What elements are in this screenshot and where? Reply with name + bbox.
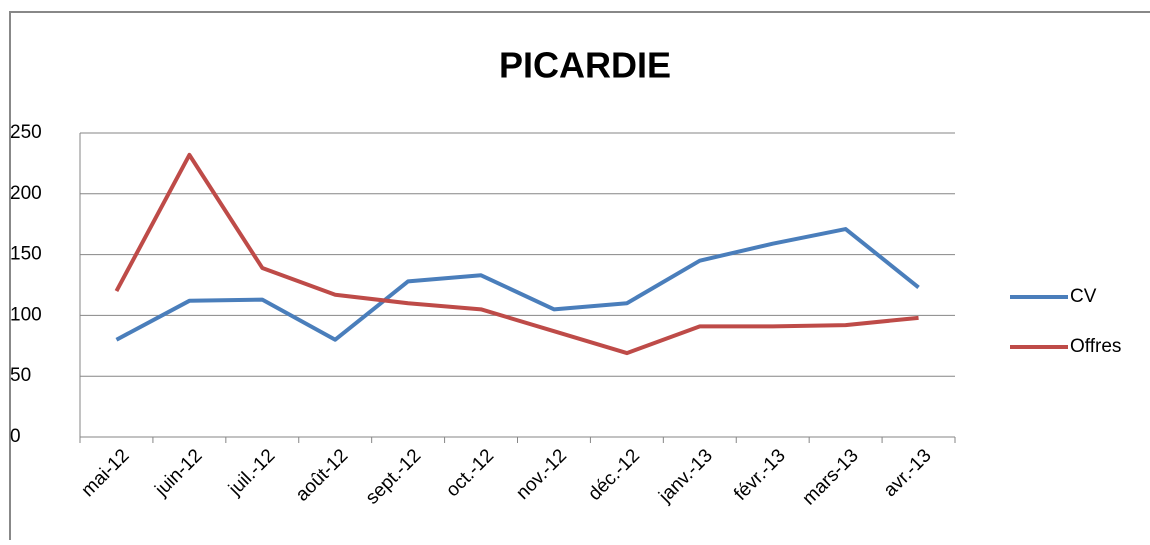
legend-label: CV (1070, 286, 1097, 307)
chart-title: PICARDIE (499, 45, 671, 86)
y-tick-label: 0 (10, 426, 21, 447)
y-tick-label: 150 (10, 244, 42, 265)
y-tick-label: 200 (10, 183, 42, 204)
y-tick-label: 100 (10, 304, 42, 325)
data-line (114, 152, 919, 356)
y-tick-label: 250 (10, 122, 42, 143)
y-tick-label: 50 (10, 365, 31, 386)
chart-frame (9, 11, 1150, 540)
legend-label: Offres (1070, 336, 1121, 357)
data-line (115, 227, 920, 342)
